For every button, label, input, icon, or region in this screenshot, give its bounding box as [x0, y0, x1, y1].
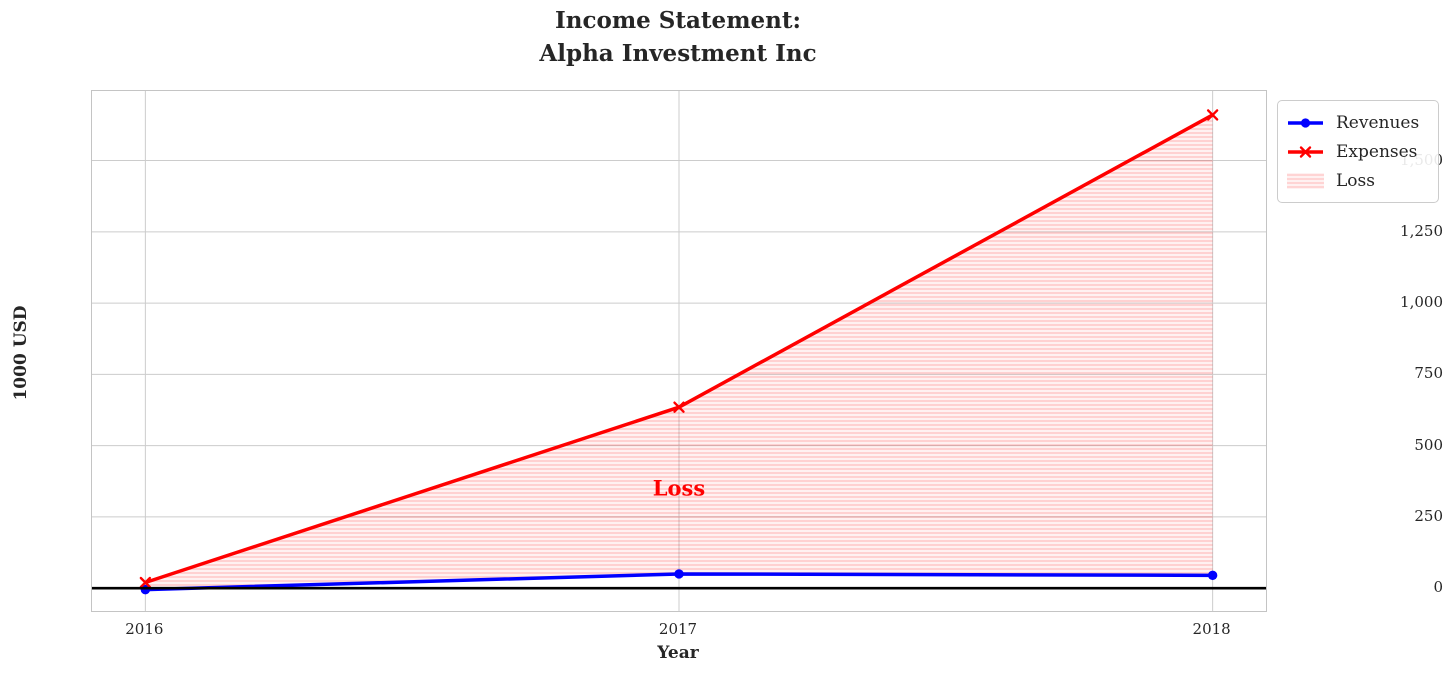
y-tick-label: 750	[1414, 364, 1443, 383]
revenues-line-icon	[1288, 117, 1323, 128]
y-tick-label: 1,250	[1400, 221, 1443, 240]
chart-title: Income Statement: Alpha Investment Inc	[539, 7, 817, 67]
plot-canvas: Loss	[92, 91, 1266, 611]
plot-area: Loss	[91, 90, 1267, 612]
expenses-line-icon	[1288, 145, 1323, 158]
x-tick-label: 2016	[125, 620, 164, 638]
legend: Revenues Expenses Loss	[1277, 100, 1439, 203]
loss-annotation: Loss	[653, 475, 705, 500]
y-tick-label: 250	[1414, 506, 1443, 525]
y-tick-label: 0	[1433, 578, 1443, 597]
y-tick-label: 500	[1414, 435, 1443, 454]
legend-label-revenues: Revenues	[1336, 112, 1420, 133]
legend-item-loss: Loss	[1287, 166, 1430, 195]
y-tick-label: 1,000	[1400, 293, 1443, 312]
y-axis-label: 1000 USD	[11, 305, 31, 401]
x-axis-label: Year	[657, 643, 699, 663]
legend-item-revenues: Revenues	[1287, 108, 1430, 137]
loss-hatch-swatch-icon	[1287, 172, 1324, 189]
legend-item-expenses: Expenses	[1287, 137, 1430, 166]
x-tick-label: 2017	[658, 620, 698, 638]
legend-label-loss: Loss	[1336, 170, 1375, 191]
x-tick-label: 2018	[1192, 620, 1231, 638]
legend-label-expenses: Expenses	[1336, 141, 1418, 162]
